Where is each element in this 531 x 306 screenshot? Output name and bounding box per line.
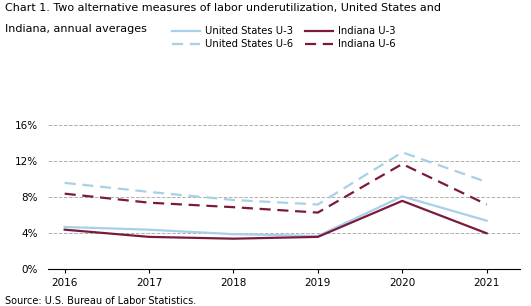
Text: Chart 1. Two alternative measures of labor underutilization, United States and: Chart 1. Two alternative measures of lab… (5, 3, 441, 13)
Legend: United States U-3, United States U-6, Indiana U-3, Indiana U-6: United States U-3, United States U-6, In… (172, 26, 396, 50)
Text: Indiana, annual averages: Indiana, annual averages (5, 24, 147, 35)
Text: Source: U.S. Bureau of Labor Statistics.: Source: U.S. Bureau of Labor Statistics. (5, 296, 196, 306)
